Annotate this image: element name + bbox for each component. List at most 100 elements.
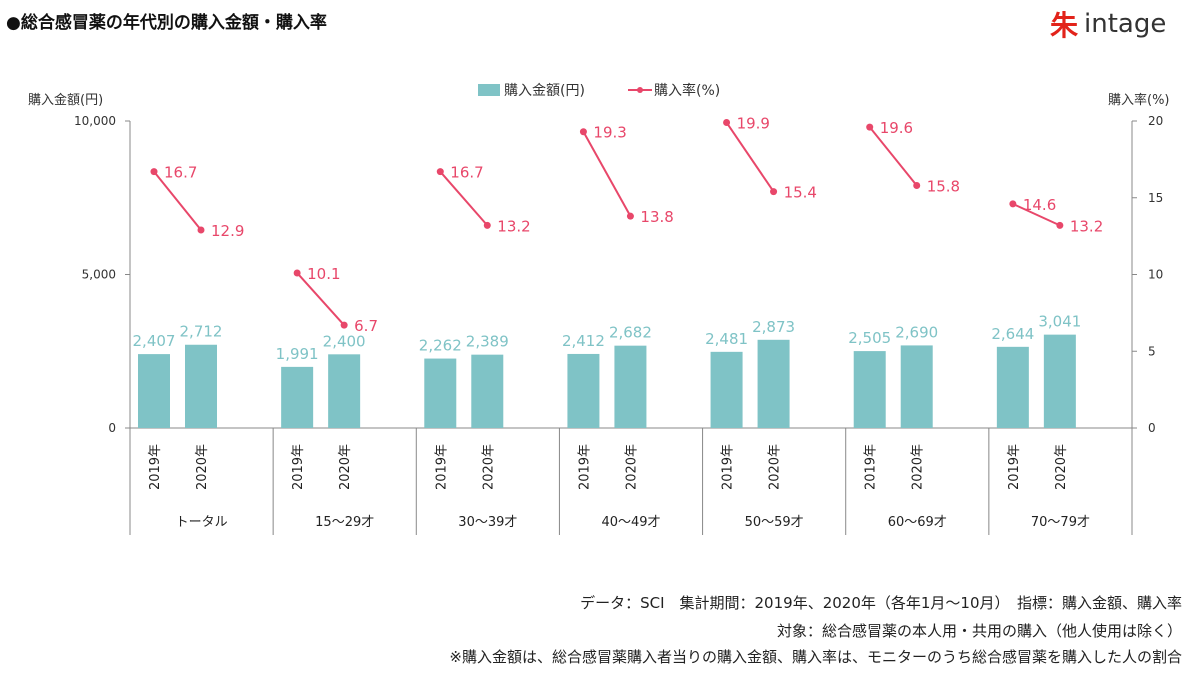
right-tick-label: 5 — [1148, 344, 1156, 358]
right-tick-label: 0 — [1148, 421, 1156, 435]
category-label: 60～69才 — [888, 515, 947, 530]
right-tick-label: 20 — [1148, 114, 1163, 128]
chart-title: ●総合感冒薬の年代別の購入金額・購入率 — [6, 13, 327, 33]
rate-value-label: 12.9 — [211, 222, 244, 240]
rate-line-segment — [439, 170, 489, 227]
year-label: 2020年 — [338, 444, 353, 490]
rate-point — [293, 269, 301, 277]
right-axis-label: 購入率(%) — [1108, 92, 1170, 108]
rate-point — [579, 128, 587, 136]
rate-value-label: 16.7 — [164, 164, 197, 182]
rate-point — [626, 212, 634, 220]
rate-value-label: 19.6 — [880, 119, 913, 137]
bar-value-label: 2,873 — [752, 318, 795, 336]
bar — [853, 351, 886, 428]
bar-value-label: 2,407 — [133, 332, 176, 350]
right-tick-label: 15 — [1148, 191, 1163, 205]
rate-value-label: 16.7 — [450, 164, 483, 182]
year-label: 2020年 — [768, 444, 783, 490]
year-label: 2020年 — [481, 444, 496, 490]
rate-line-segment — [1012, 202, 1061, 227]
year-label: 2019年 — [577, 444, 592, 490]
bar-value-label: 2,690 — [895, 323, 938, 341]
year-label: 2020年 — [1054, 444, 1069, 490]
category-label: 30～39才 — [458, 515, 517, 530]
rate-point — [913, 181, 921, 189]
rate-line-segment — [153, 171, 202, 231]
bar-value-label: 2,412 — [562, 332, 605, 350]
bar — [710, 351, 743, 428]
chart-plot: 購入金額(円) 購入率(%) 0 5,000 10,000 0 5 10 15 20 購入金額(円)… — [28, 82, 1170, 535]
right-tick-label: 10 — [1148, 268, 1163, 282]
bar-value-label: 2,262 — [419, 337, 462, 355]
left-tick-label: 0 — [108, 421, 116, 435]
left-tick-label: 10,000 — [74, 114, 116, 128]
bar — [996, 346, 1029, 428]
category-label: 40～49才 — [601, 515, 660, 530]
bar — [471, 354, 504, 428]
bar — [757, 339, 790, 428]
year-label: 2019年 — [864, 444, 879, 490]
legend-bar-label: 購入金額(円) — [504, 83, 585, 99]
rate-point — [197, 226, 205, 234]
rate-line-segment — [725, 121, 775, 193]
logo-mark-icon: 朱 — [1050, 9, 1079, 42]
bar-value-label: 2,644 — [991, 325, 1034, 343]
category-label: 70～79才 — [1031, 515, 1090, 530]
rate-value-label: 13.8 — [640, 208, 673, 226]
bar-value-label: 2,400 — [323, 332, 366, 350]
left-axis-label: 購入金額(円) — [28, 92, 103, 108]
rate-value-label: 14.6 — [1023, 196, 1056, 214]
legend-line-label: 購入率(%) — [654, 82, 720, 99]
category-label: 15～29才 — [315, 515, 374, 530]
bar — [614, 345, 647, 428]
bar-value-label: 2,481 — [705, 330, 748, 348]
year-label: 2019年 — [434, 444, 449, 490]
rate-point — [483, 221, 491, 229]
bar-value-label: 2,682 — [609, 324, 652, 342]
year-label: 2020年 — [195, 444, 210, 490]
rate-line-segment — [868, 126, 918, 187]
bar-value-label: 2,389 — [466, 333, 509, 351]
rate-value-label: 13.2 — [1070, 217, 1103, 235]
rate-value-label: 13.2 — [497, 217, 530, 235]
year-label: 2020年 — [624, 444, 639, 490]
bar — [185, 344, 217, 428]
bar — [281, 366, 314, 428]
bar — [328, 354, 361, 428]
rate-point — [1056, 221, 1064, 229]
bar-value-label: 3,041 — [1038, 313, 1081, 331]
year-label: 2020年 — [911, 444, 926, 490]
bar — [900, 345, 933, 428]
rate-point — [1009, 200, 1017, 208]
intage-logo: 朱 intage — [1050, 4, 1166, 44]
legend-line-marker — [637, 87, 643, 93]
rate-line-segment — [296, 272, 345, 326]
bar — [567, 353, 600, 428]
year-label: 2019年 — [148, 444, 163, 490]
rate-value-label: 15.8 — [927, 177, 960, 195]
bar-value-label: 2,505 — [848, 329, 891, 347]
category-label: 50～59才 — [745, 515, 804, 530]
rate-value-label: 19.9 — [737, 115, 770, 133]
rate-line-segment — [582, 131, 632, 217]
rate-point — [770, 188, 778, 196]
note-source: データ：SCI 集計期間：2019年、2020年（各年1月～10月） 指標：購入… — [580, 594, 1182, 612]
logo-text: intage — [1084, 9, 1167, 39]
note-definition: ※購入金額は、総合感冒薬購入者当りの購入金額、購入率は、モニターのうち総合感冒薬… — [449, 648, 1182, 666]
legend-bar-swatch — [478, 84, 500, 96]
rate-value-label: 10.1 — [307, 265, 340, 283]
rate-point — [866, 123, 874, 131]
category-label: トータル — [176, 515, 228, 530]
rate-point — [723, 119, 731, 127]
rate-point — [150, 168, 158, 176]
note-target: 対象：総合感冒薬の本人用・共用の購入（他人使用は除く） — [776, 622, 1182, 640]
year-label: 2019年 — [721, 444, 736, 490]
bar-value-label: 2,712 — [180, 323, 223, 341]
rate-value-label: 15.4 — [784, 184, 817, 202]
bar-value-label: 1,991 — [276, 345, 319, 363]
year-label: 2019年 — [291, 444, 306, 490]
rate-point — [436, 168, 444, 176]
left-tick-label: 5,000 — [82, 268, 116, 282]
